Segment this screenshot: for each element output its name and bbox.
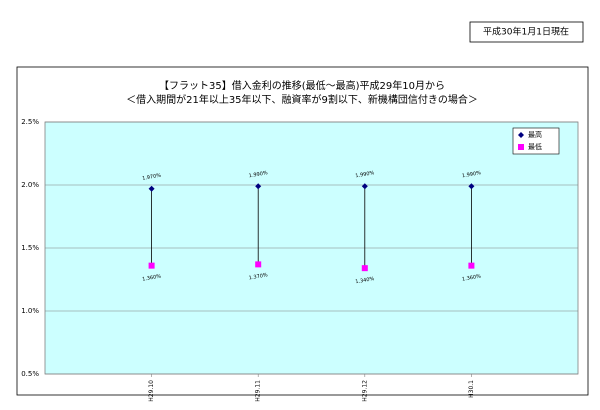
y-tick-label: 1.0% — [21, 307, 39, 315]
chart-subtitle: ＜借入期間が21年以上35年以下、融資率が9割以下、新機構団信付きの場合＞ — [126, 93, 478, 106]
y-tick-label: 2.0% — [21, 181, 39, 189]
data-label: 1.340% — [355, 276, 375, 285]
low-marker — [361, 265, 368, 272]
y-tick-label: 0.5% — [21, 370, 39, 378]
legend-label: 最低 — [528, 142, 542, 151]
low-marker — [255, 261, 262, 268]
data-label: 1.990% — [355, 170, 375, 179]
high-marker — [468, 183, 475, 190]
data-label: 1.360% — [462, 273, 482, 282]
date-box — [469, 21, 584, 43]
legend-marker — [518, 132, 524, 138]
data-label: 1.370% — [248, 272, 268, 281]
low-marker — [468, 262, 475, 269]
x-tick-label: H29.12 — [361, 380, 368, 402]
chart-title: 【フラット35】借入金利の推移(最低～最高)平成29年10月から — [159, 79, 445, 92]
high-marker — [255, 183, 262, 190]
data-label: 1.990% — [248, 170, 268, 179]
data-label: 1.990% — [462, 170, 482, 179]
high-marker — [148, 185, 155, 192]
data-label: 1.970% — [142, 173, 162, 182]
data-label: 1.360% — [142, 273, 162, 282]
date-note: 平成30年1月1日現在 — [483, 26, 569, 38]
y-tick-label: 2.5% — [21, 118, 39, 126]
legend-marker — [518, 144, 524, 150]
low-marker — [148, 262, 155, 269]
x-tick-label: H29.11 — [255, 380, 262, 402]
y-tick-label: 1.5% — [21, 244, 39, 252]
x-tick-label: H29.10 — [148, 380, 155, 402]
x-tick-label: H30.1 — [468, 380, 475, 398]
high-marker — [361, 183, 368, 190]
legend-label: 最高 — [528, 130, 542, 139]
